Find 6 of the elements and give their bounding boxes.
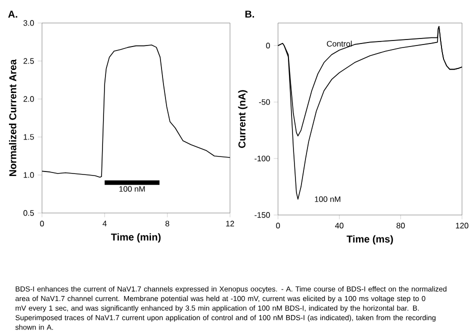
- y-axis-title: Normalized Current Area: [8, 59, 16, 176]
- x-axis-title: Time (min): [111, 233, 161, 243]
- y-axis-title: Current (nA): [238, 90, 248, 148]
- chart-title: A.: [8, 10, 18, 18]
- x-axis-title: Time (ms): [346, 235, 393, 245]
- chart-title: B.: [245, 10, 254, 18]
